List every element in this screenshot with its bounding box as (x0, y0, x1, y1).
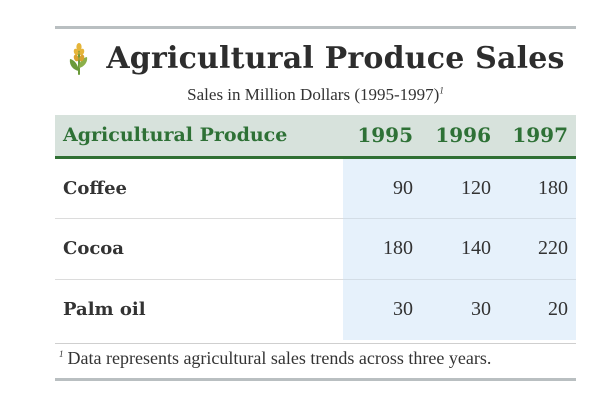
cell-value: 120 (421, 157, 499, 218)
cell-value: 220 (499, 217, 576, 279)
table-header-row: Agricultural Produce 1995 1996 1997 (55, 115, 576, 159)
footnote-divider (55, 343, 576, 344)
cell-value: 180 (343, 217, 421, 279)
table-row: Cocoa 180 140 220 (55, 217, 576, 279)
subtitle-footnote-marker: 1 (439, 85, 444, 96)
column-header-1996: 1996 (421, 115, 499, 159)
cell-value: 180 (499, 157, 576, 218)
footnote: 1 Data represents agricultural sales tren… (59, 348, 576, 369)
top-rule (55, 26, 576, 29)
footnote-text: Data represents agricultural sales trend… (67, 348, 492, 368)
table-row: Coffee 90 120 180 (55, 157, 576, 218)
sales-table: Agricultural Produce 1995 1996 1997 Coff… (55, 115, 576, 340)
row-label: Cocoa (55, 217, 343, 279)
table-row: Palm oil 30 30 20 (55, 278, 576, 340)
cell-value: 20 (499, 278, 576, 340)
subtitle-text: Sales in Million Dollars (1995-1997) (187, 85, 440, 104)
column-header-1997: 1997 (499, 115, 576, 159)
page-title: Agricultural Produce Sales (106, 40, 565, 76)
wheat-icon (66, 41, 92, 75)
subtitle: Sales in Million Dollars (1995-1997)1 (55, 85, 576, 109)
cell-value: 30 (421, 278, 499, 340)
row-label: Coffee (63, 177, 128, 199)
cell-value: 30 (343, 278, 421, 340)
sales-table-card: Agricultural Produce Sales Sales in Mill… (55, 26, 576, 382)
row-label: Palm oil (55, 278, 343, 340)
cell-value: 140 (421, 217, 499, 279)
column-header-produce: Agricultural Produce (55, 115, 343, 159)
bottom-rule (55, 378, 576, 381)
cell-value: 90 (343, 157, 421, 218)
column-header-1995: 1995 (343, 115, 421, 159)
title-row: Agricultural Produce Sales (55, 38, 576, 78)
footnote-marker: 1 (59, 349, 64, 359)
